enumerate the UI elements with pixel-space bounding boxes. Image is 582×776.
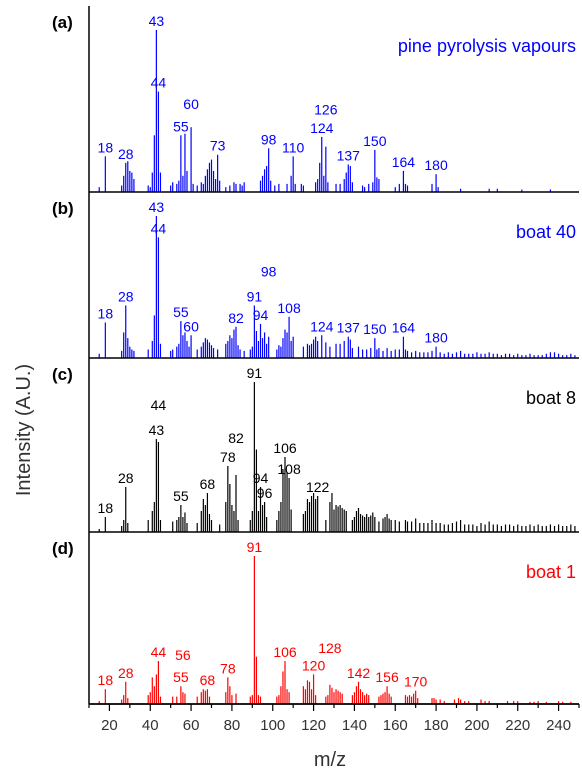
x-tick-label: 40: [142, 717, 159, 734]
peak-label: 122: [306, 479, 330, 495]
peak-label: 98: [261, 264, 277, 280]
peak-label: 44: [151, 397, 167, 413]
peak-label: 18: [98, 672, 114, 688]
peak-label: 180: [424, 157, 448, 173]
x-tick-label: 60: [183, 717, 200, 734]
peak-label: 55: [173, 304, 189, 320]
peak-label: 78: [220, 660, 236, 676]
peak-label: 124: [310, 318, 334, 334]
peak-label: 124: [310, 120, 334, 136]
peak-label: 96: [257, 485, 273, 501]
peak-label: 73: [210, 138, 226, 154]
panel-tag: (c): [52, 365, 73, 384]
x-tick-label: 220: [505, 717, 530, 734]
peak-label: 60: [183, 318, 199, 334]
peak-label: 55: [173, 488, 189, 504]
x-axis: 20 40 60 80 100 120 140 160 180 200 220 240: [88, 703, 580, 734]
peak-label: 44: [151, 220, 167, 236]
x-tick-label: 120: [301, 717, 326, 734]
x-tick-label: 240: [546, 717, 571, 734]
peak-label: 91: [247, 539, 263, 555]
x-tick-label: 80: [224, 717, 241, 734]
peak-label: 43: [149, 422, 165, 438]
peak-label: 150: [363, 321, 387, 337]
peak-label: 28: [118, 665, 134, 681]
peak-label: 110: [282, 139, 305, 155]
peak-label: 68: [200, 672, 216, 688]
peak-label: 28: [118, 288, 134, 304]
peak-label: 44: [151, 644, 167, 660]
x-tick-label: 200: [464, 717, 489, 734]
x-tick-label: 20: [101, 717, 118, 734]
x-tick-label: 100: [260, 717, 285, 734]
peak-label: 180: [424, 330, 448, 346]
peak-label: 142: [347, 665, 371, 681]
peak-label: 164: [392, 320, 416, 336]
peak-label: 106: [273, 644, 297, 660]
panel-title: boat 8: [526, 388, 576, 408]
peak-label: 55: [173, 669, 189, 685]
peak-label: 18: [98, 500, 114, 516]
peak-label: 60: [183, 96, 199, 112]
peak-label: 18: [98, 306, 114, 322]
peak-label: 44: [151, 75, 167, 91]
x-tick-label: 140: [342, 717, 367, 734]
peak-label: 43: [149, 13, 165, 29]
peak-label: 170: [404, 674, 428, 690]
peak-label: 106: [273, 440, 297, 456]
peak-label: 78: [220, 449, 236, 465]
peak-label: 82: [228, 430, 244, 446]
peak-label: 137: [337, 147, 361, 163]
panel-tag: (d): [52, 539, 74, 558]
peak-label: 91: [247, 288, 263, 304]
panel-title: boat 40: [516, 222, 576, 242]
peak-label: 94: [253, 307, 269, 323]
peak-label: 164: [392, 154, 416, 170]
peak-label: 120: [302, 657, 326, 673]
peak-label: 91: [247, 365, 263, 381]
x-axis-label: m/z: [314, 749, 346, 771]
x-tick-label: 180: [424, 717, 449, 734]
peak-label: 150: [363, 133, 387, 149]
peak-label: 128: [318, 640, 342, 656]
peak-label: 56: [175, 647, 191, 663]
peak-label: 68: [200, 476, 216, 492]
peak-label: 43: [149, 199, 165, 215]
peak-label: 156: [375, 669, 399, 685]
peak-label: 55: [173, 118, 189, 134]
peak-label: 28: [118, 470, 134, 486]
panel-title: boat 1: [526, 562, 576, 582]
x-tick-label: 160: [383, 717, 408, 734]
peak-label: 82: [228, 310, 244, 326]
peak-label: 28: [118, 146, 134, 162]
peak-label: 98: [261, 131, 277, 147]
peak-label: 18: [98, 139, 114, 155]
peak-label: 126: [314, 102, 338, 118]
peak-label: 137: [337, 320, 361, 336]
panel-tag: (b): [52, 199, 74, 218]
peak-label: 108: [277, 300, 301, 316]
peak-label: 94: [253, 470, 269, 486]
y-axis-label: Intensity (A.U.): [13, 364, 35, 496]
panel-title: pine pyrolysis vapours: [398, 36, 576, 56]
peak-label: 108: [277, 461, 301, 477]
panel-tag: (a): [52, 13, 73, 32]
